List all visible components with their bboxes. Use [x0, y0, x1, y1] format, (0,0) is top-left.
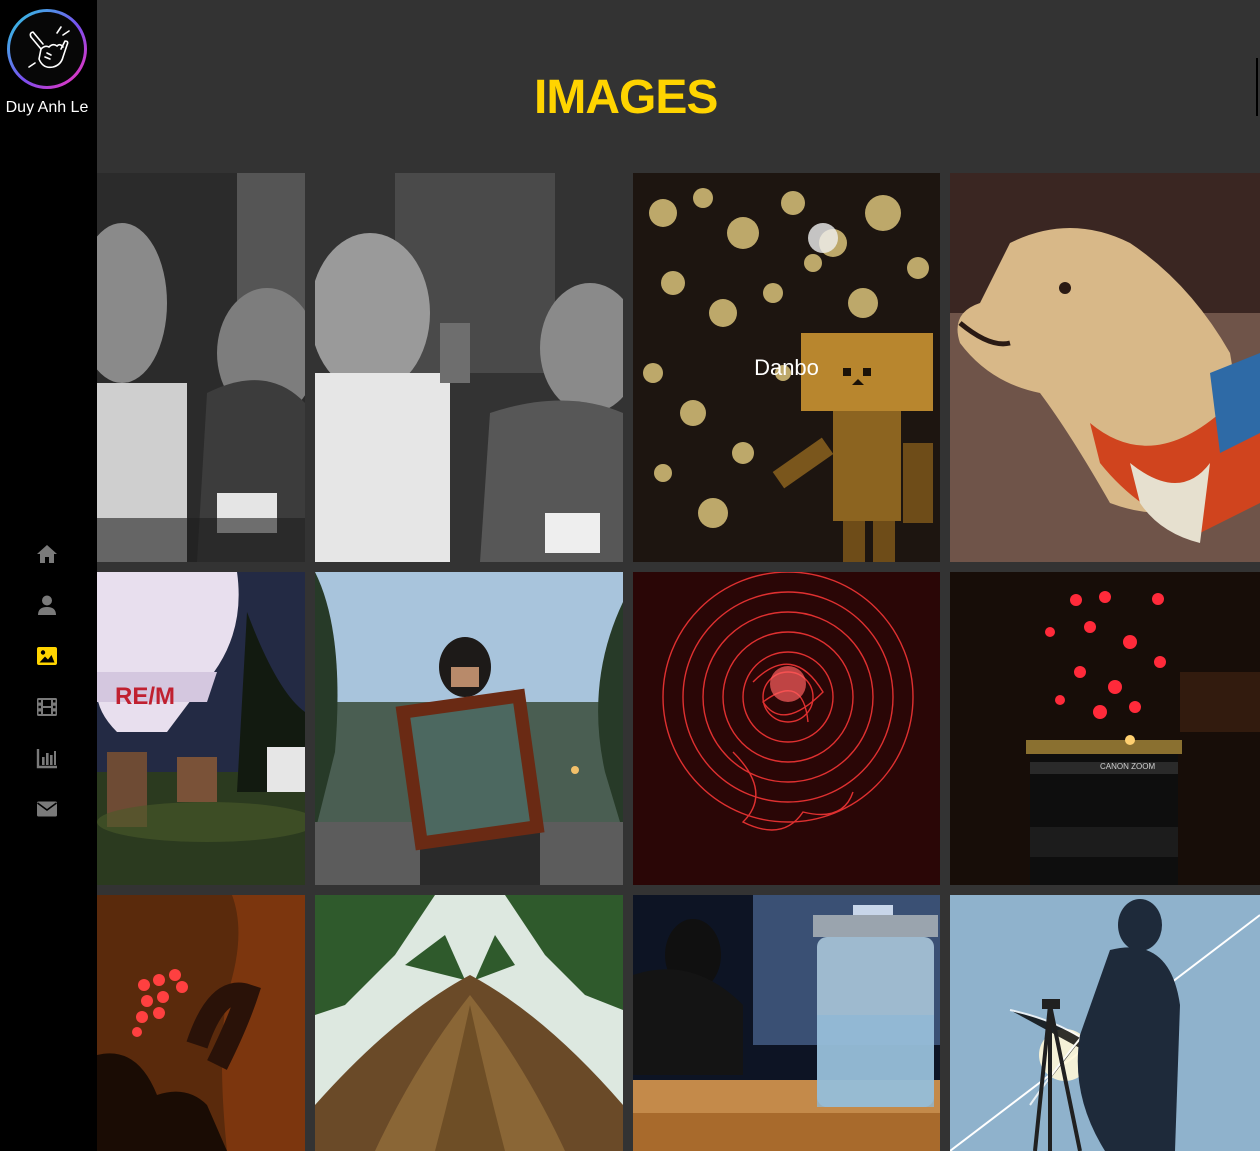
nav-item-videos[interactable]: [0, 681, 94, 732]
film-icon: [37, 697, 57, 716]
gallery-image[interactable]: [633, 895, 940, 1151]
gallery-image[interactable]: [315, 572, 623, 885]
nav-item-about[interactable]: [0, 579, 94, 630]
sidebar: Duy Anh Le: [0, 0, 97, 1151]
page-header: IMAGES: [97, 0, 1260, 173]
sidebar-nav: [0, 528, 94, 834]
nav-item-home[interactable]: [0, 528, 94, 579]
image-caption: Danbo: [754, 354, 819, 380]
scroll-edge: [1256, 58, 1258, 116]
bar-chart-icon: [36, 748, 57, 768]
gallery-image[interactable]: [633, 572, 940, 885]
profile-name: Duy Anh Le: [5, 99, 89, 116]
nav-item-contact[interactable]: [0, 783, 94, 834]
gallery-image[interactable]: [315, 173, 623, 562]
gallery-image[interactable]: RE/M: [97, 572, 305, 885]
gallery-image[interactable]: CANON ZOOM: [950, 572, 1260, 885]
svg-text:RE/M: RE/M: [115, 683, 175, 710]
nav-item-stats[interactable]: [0, 732, 94, 783]
svg-text:CANON ZOOM: CANON ZOOM: [1100, 762, 1155, 771]
image-icon: [37, 646, 57, 665]
shaka-hand-icon: [28, 26, 70, 69]
home-icon: [37, 544, 57, 563]
user-icon: [38, 595, 56, 615]
gallery-image[interactable]: [315, 895, 623, 1151]
gallery-image-danbo[interactable]: Danbo: [633, 173, 940, 562]
envelope-icon: [37, 801, 57, 816]
nav-item-images[interactable]: [0, 630, 94, 681]
page-title: IMAGES: [534, 71, 718, 124]
gallery-image[interactable]: [97, 895, 305, 1151]
gallery-image[interactable]: [97, 173, 305, 562]
gallery-image[interactable]: [950, 895, 1260, 1151]
avatar[interactable]: [7, 9, 87, 89]
image-gallery: Danbo RE/M: [97, 173, 1260, 1151]
gallery-image[interactable]: [950, 173, 1260, 562]
